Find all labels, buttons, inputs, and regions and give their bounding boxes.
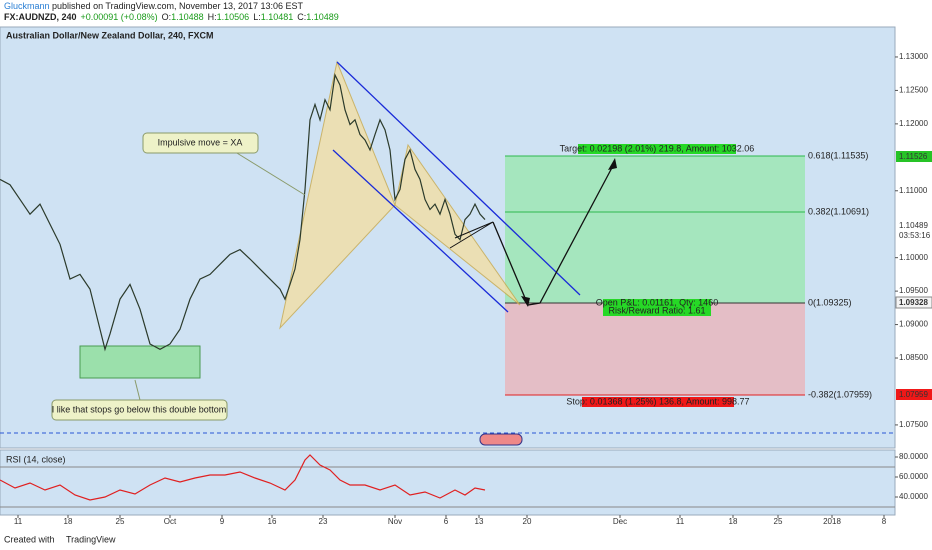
y-tick-label: 1.10000 [899,253,928,262]
x-tick-label: Nov [388,517,402,526]
y-tick-label: 1.09500 [899,286,928,295]
pl-box [603,299,711,316]
chart-title: Australian Dollar/New Zealand Dollar, 24… [6,30,214,40]
x-tick-label: 8 [882,517,887,526]
y-tick-label: 1.09000 [899,320,928,329]
stop-box [582,397,734,407]
badge [895,296,932,309]
x-tick-label: 18 [64,517,73,526]
symbol: FX:AUDNZD, 240 [4,12,77,22]
callout-pointer [134,379,141,401]
badge-label: 1.11526 [899,152,928,161]
fib-label: 0.382(1.10691) [808,206,869,216]
annotation: I like that stops go below this double b… [52,404,227,414]
target-box [578,144,736,154]
label: L: [253,12,261,22]
channel-line [336,61,581,296]
x-tick-label: 18 [729,517,738,526]
y-tick-label: 80.0000 [899,452,928,461]
fib-label: 0(1.09325) [808,297,852,307]
value: 1.10489 [306,12,339,22]
y-tick-label: 1.11000 [899,186,928,195]
stop-label: Stop: 0.01368 (1.25%) 136.8, Amount: 998… [566,396,749,406]
x-tick-label: 25 [116,517,125,526]
change: +0.00091 (+0.08%) [81,12,158,22]
x-tick-label: 20 [523,517,532,526]
channel-line [332,149,509,313]
profit-zone [505,156,805,303]
callout [142,132,259,154]
y-tick-label: 1.08500 [899,353,928,362]
y-tick-label: 1.12000 [899,119,928,128]
label: O: [162,12,172,22]
loss-zone [505,303,805,395]
x-tick-label: 16 [268,517,277,526]
label: C: [297,12,306,22]
x-tick-label: 11 [676,517,685,526]
x-tick-label: 23 [319,517,328,526]
author: Gluckmann [4,1,50,11]
x-tick-label: Dec [613,517,627,526]
badge [896,151,932,162]
badge-label: 1.07959 [899,390,928,399]
y-tick-label: 40.0000 [899,492,928,501]
x-tick-label: Oct [164,517,177,526]
value: 1.10488 [171,12,204,22]
y-tick-label: 1.07500 [899,420,928,429]
pattern-leg [279,60,396,330]
series-line [0,73,486,352]
callout [51,399,228,421]
price-series [0,73,486,352]
label: H: [208,12,217,22]
pl-label: Open P&L: 0.01161, Qty: 1460 [596,297,718,307]
x-tick-label: 25 [774,517,783,526]
arrow-head [521,296,530,307]
callout-pointer [231,149,306,196]
y-tick-label: 1.12500 [899,86,928,95]
rsi-pane [0,449,896,516]
x-tick-label: 11 [14,517,23,526]
rr-label: Risk/Reward Ratio: 1.61 [608,305,705,315]
projection-arrow [492,161,616,306]
badge-label: 1.10489 [899,221,928,230]
badge-label: 1.09328 [899,298,928,307]
rsi-title: RSI (14, close) [6,454,66,464]
header-line: Gluckmann published on TradingView.com, … [4,1,304,11]
footer-created: Created with [4,534,55,544]
arrow-head [608,158,617,170]
x-tick-label: 13 [475,517,484,526]
series-line [0,454,486,501]
target-label: Target: 0.02198 (2.01%) 219.8, Amount: 1… [560,143,755,153]
rsi-series [0,454,486,501]
value: 1.10481 [261,12,294,22]
annotation: Impulsive move = XA [158,137,243,147]
countdown: 03:53:16 [899,231,931,240]
event-icons [479,433,523,446]
fib-label: 0.618(1.11535) [808,150,868,160]
double-bottom-zone [79,345,201,379]
x-tick-label: 9 [220,517,225,526]
badge [896,389,932,400]
x-tick-label: 2018 [823,517,841,526]
y-tick-label: 60.0000 [899,472,928,481]
y-tick-label: 1.13000 [899,52,928,61]
value: 1.10506 [217,12,250,22]
x-tick-label: 6 [444,517,449,526]
footer-brand: TradingView [66,534,116,544]
fib-label: -0.382(1.07959) [808,389,872,399]
quote-line: FX:AUDNZD, 240 +0.00091 (+0.08%) O:1.10488… [4,12,339,22]
published: published on TradingView.com, November 1… [50,1,304,11]
